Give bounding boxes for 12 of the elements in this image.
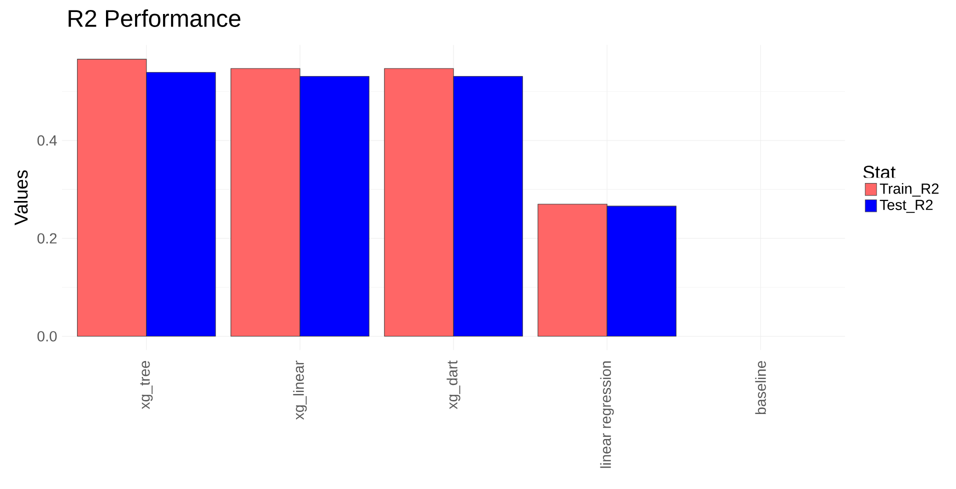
x-tick-label: xg_tree bbox=[140, 361, 153, 410]
y-tick-label: 0.2 bbox=[37, 233, 57, 244]
y-axis-title: Values bbox=[14, 170, 28, 226]
legend-label: Train_R2 bbox=[880, 183, 939, 197]
chart-title: R2 Performance bbox=[68, 9, 240, 27]
y-tick-label: 0.4 bbox=[37, 135, 57, 146]
x-tick-label: xg_linear bbox=[293, 360, 307, 420]
x-tick-label: xg_dart bbox=[446, 360, 460, 410]
legend-label: Test_R2 bbox=[880, 200, 933, 213]
x-tick-label: baseline bbox=[755, 361, 766, 414]
x-tick-label: linear regression bbox=[600, 361, 614, 468]
y-tick-label: 0.0 bbox=[37, 331, 57, 342]
